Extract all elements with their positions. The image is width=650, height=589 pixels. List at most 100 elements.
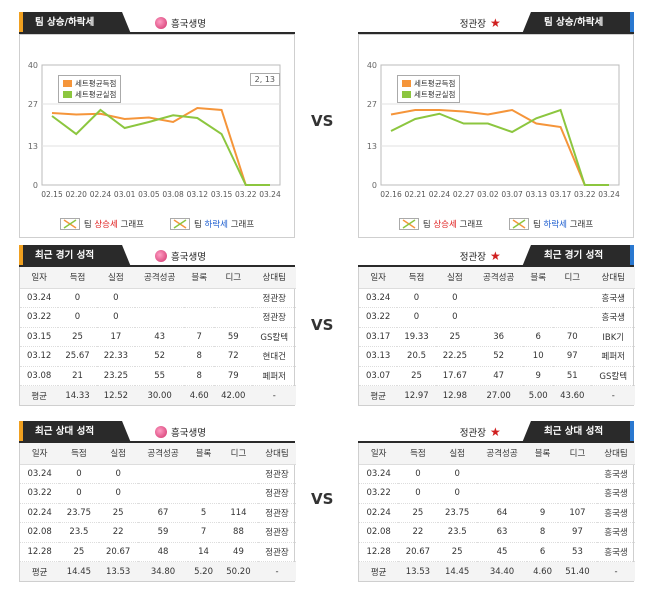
right-up-graph-toggle[interactable]: 팀 상승세 그래프 xyxy=(398,218,483,230)
table-cell: 정관장 xyxy=(252,307,296,328)
right-recent-table: 일자 득점 실점 공격성공 블록 디그 상대팀 03.24 0 0 흥국생 03.22 0 0 흥국생 03.… xyxy=(359,267,635,405)
table-cell: 정관장 xyxy=(258,464,296,484)
table-cell: 정관장 xyxy=(258,522,296,543)
left-h2h-panel: 최근 상대 성적 흥국생명 일자 득점 실점 공격성공 블록 디그 상대팀 03.24 0 0 정관… xyxy=(19,421,296,582)
table-row: 03.22 0 0 정관장 xyxy=(20,307,296,328)
column-header: 디그 xyxy=(553,267,592,289)
average-cell: 평균 xyxy=(20,385,59,405)
table-cell: 흥국생 xyxy=(597,483,635,504)
green-trend-icon xyxy=(170,218,190,230)
table-cell: 25.67 xyxy=(58,346,97,367)
column-header: 상대팀 xyxy=(591,267,635,289)
average-cell: 5.20 xyxy=(188,561,219,581)
right-team-label-2: 정관장 ★ xyxy=(460,249,502,263)
left-graph-title: 팀 상승/하락세 xyxy=(19,12,131,34)
right-team-name: 정관장 xyxy=(459,252,486,263)
column-header: 디그 xyxy=(214,267,253,289)
column-header: 일자 xyxy=(20,267,59,289)
right-graph-legend: 팀 상승세 그래프 팀 하락세 그래프 xyxy=(359,215,633,233)
table-row: 03.22 0 0 흥국생 xyxy=(359,307,635,328)
table-cell: 53 xyxy=(557,542,598,562)
table-cell: 20.67 xyxy=(98,542,138,562)
table-cell: 흥국생 xyxy=(597,464,635,484)
average-cell: 30.00 xyxy=(135,385,185,405)
table-row: 03.13 20.5 22.25 52 10 97 페퍼저 xyxy=(359,346,635,367)
table-cell: 0 xyxy=(435,307,475,328)
left-up-graph-toggle[interactable]: 팀 상승세 그래프 xyxy=(59,218,144,230)
table-cell: 02.24 xyxy=(20,503,60,523)
table-cell: 25 xyxy=(398,503,438,523)
average-cell: - xyxy=(252,385,296,405)
table-cell: 107 xyxy=(557,503,598,523)
average-row: 평균 12.97 12.98 27.00 5.00 43.60- xyxy=(359,385,635,405)
right-recent-panel: 최근 경기 성적 정관장 ★ 일자 득점 실점 공격성공 블록 디그 상대팀 03.24 0 0 흥… xyxy=(358,245,635,406)
column-header: 실점 xyxy=(96,267,136,289)
left-team-name: 흥국생명 xyxy=(171,252,206,263)
table-row: 03.17 19.33 25 36 6 70 IBK기 xyxy=(359,327,635,347)
column-header: 실점 xyxy=(437,443,477,465)
right-down-graph-toggle[interactable]: 팀 하락세 그래프 xyxy=(509,218,593,230)
column-header: 상대팀 xyxy=(597,443,635,465)
table-cell: 03.12 xyxy=(20,346,59,367)
table-cell: 23.5 xyxy=(59,522,99,543)
table-cell xyxy=(188,483,219,504)
table-cell: 흥국생 xyxy=(597,542,635,562)
left-recent-table: 일자 득점 실점 공격성공 블록 디그 상대팀 03.24 0 0 정관장 03.22 0 0 정관장 03.… xyxy=(20,267,296,405)
right-team-label-3: 정관장 ★ xyxy=(460,425,502,439)
table-cell: 59 xyxy=(214,327,253,347)
table-cell: 0 xyxy=(59,483,99,504)
table-cell: 88 xyxy=(218,522,259,543)
table-cell: 03.22 xyxy=(20,483,60,504)
right-line-chart: 40 27 13 0 02.16 02.21 02.24 02.27 03.02 03.07 03.… xyxy=(358,34,634,238)
table-cell: 8 xyxy=(184,366,215,386)
table-cell: 5 xyxy=(188,503,219,523)
average-cell: 4.60 xyxy=(184,385,215,405)
table-row: 03.22 0 0 정관장 xyxy=(20,483,296,504)
right-recent-header: 최근 경기 성적 정관장 ★ xyxy=(358,245,634,267)
table-cell: 70 xyxy=(553,327,592,347)
plot-area xyxy=(380,64,620,186)
table-header-row: 일자 득점 실점 공격성공 블록 디그 상대팀 xyxy=(359,443,635,465)
table-cell: 97 xyxy=(557,522,598,543)
table-cell: 25 xyxy=(437,542,477,562)
average-cell: - xyxy=(597,561,635,581)
left-down-graph-toggle[interactable]: 팀 하락세 그래프 xyxy=(170,218,254,230)
table-cell: 9 xyxy=(527,503,558,523)
right-recent-title: 최근 경기 성적 xyxy=(522,245,634,267)
average-cell: 34.80 xyxy=(137,561,189,581)
table-cell: 23.75 xyxy=(59,503,99,523)
table-cell: 0 xyxy=(398,464,438,484)
table-cell: 23.5 xyxy=(437,522,477,543)
average-cell: 평균 xyxy=(359,561,399,581)
average-cell: - xyxy=(591,385,635,405)
up-prefix: 팀 xyxy=(83,220,95,230)
column-header: 공격성공 xyxy=(476,443,528,465)
table-cell: 22 xyxy=(398,522,438,543)
table-cell: 03.22 xyxy=(20,307,59,328)
table-cell: 114 xyxy=(218,503,259,523)
x-tick-label: 03.07 xyxy=(501,190,523,199)
column-header: 실점 xyxy=(98,443,138,465)
table-cell: 03.17 xyxy=(359,327,398,347)
table-cell: 64 xyxy=(476,503,528,523)
vs-label-h2h: VS xyxy=(311,490,334,508)
table-cell: 0 xyxy=(58,307,97,328)
table-row: 12.28 25 20.67 48 14 49 정관장 xyxy=(20,542,296,562)
left-team-name: 흥국생명 xyxy=(171,428,206,439)
column-header: 득점 xyxy=(58,267,97,289)
table-cell: 정관장 xyxy=(258,542,296,562)
up-suffix: 그래프 xyxy=(456,220,483,230)
average-cell: 50.20 xyxy=(218,561,259,581)
legend-loss-label: 세트평균실점 xyxy=(75,90,117,99)
left-team-label-3: 흥국생명 xyxy=(155,425,206,439)
average-cell: 13.53 xyxy=(98,561,138,581)
table-cell xyxy=(214,288,253,308)
table-cell: 17.67 xyxy=(435,366,475,386)
table-cell xyxy=(476,483,528,504)
table-cell: 정관장 xyxy=(258,503,296,523)
x-tick-label: 03.02 xyxy=(477,190,499,199)
x-tick-label: 03.22 xyxy=(235,190,257,199)
column-header: 실점 xyxy=(435,267,475,289)
left-graph-legend: 팀 상승세 그래프 팀 하락세 그래프 xyxy=(20,215,294,233)
table-cell: 0 xyxy=(437,464,477,484)
